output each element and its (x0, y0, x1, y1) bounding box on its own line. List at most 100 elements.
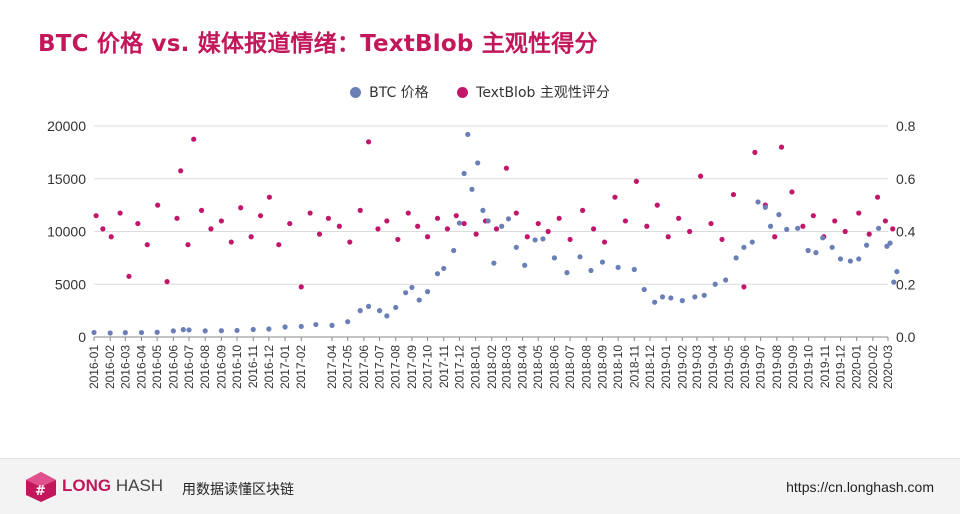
x-tick-label: 2020-02 (866, 345, 880, 389)
textblob-point (697, 173, 704, 179)
btc-price-point (615, 264, 621, 270)
textblob-point (144, 242, 150, 248)
textblob-point (108, 234, 114, 240)
textblob-point (874, 194, 881, 200)
btc-price-point (733, 255, 739, 261)
x-tick-label: 2017-05 (341, 345, 355, 389)
y-right-tick-label: 0.8 (896, 118, 916, 134)
textblob-point (580, 207, 586, 213)
btc-price-point (776, 212, 782, 218)
textblob-point (810, 213, 816, 219)
btc-price-point (485, 218, 491, 224)
x-tick-label: 2016-04 (135, 345, 149, 389)
btc-price-point (641, 286, 647, 293)
textblob-point (473, 231, 479, 237)
x-tick-label: 2016-03 (118, 345, 132, 389)
btc-price-point (365, 303, 372, 310)
textblob-point (772, 234, 778, 240)
textblob-point (126, 273, 132, 279)
textblob-point (135, 220, 141, 227)
x-tick-label: 2018-04 (516, 345, 530, 389)
btc-price-point (805, 247, 811, 254)
textblob-point (832, 218, 838, 224)
btc-price-point (499, 223, 505, 229)
btc-price-point (891, 279, 897, 285)
btc-price-point (551, 255, 558, 261)
btc-price-point (894, 268, 900, 275)
textblob-point (155, 202, 161, 208)
textblob-point (503, 165, 509, 171)
btc-price-point (122, 330, 128, 336)
btc-price-point (692, 294, 698, 300)
btc-price-point (456, 220, 463, 226)
btc-price-point (755, 199, 761, 205)
y-left-tick-label: 15000 (47, 171, 86, 187)
x-tick-label: 2018-01 (469, 345, 483, 389)
textblob-point (556, 215, 562, 221)
textblob-point (93, 213, 99, 219)
btc-price-point (403, 290, 409, 296)
btc-price-point (186, 327, 192, 333)
btc-price-point (298, 323, 304, 330)
x-tick-label: 2018-09 (595, 345, 609, 389)
btc-price-point (876, 225, 882, 231)
x-tick-label: 2016-07 (182, 345, 196, 389)
x-tick-label: 2019-04 (706, 345, 720, 389)
textblob-point (164, 279, 170, 285)
btc-price-point (409, 284, 415, 291)
btc-price-point (513, 244, 519, 250)
x-tick-label: 2016-05 (150, 345, 164, 389)
textblob-point (601, 239, 608, 245)
textblob-point (307, 210, 313, 216)
textblob-point (444, 226, 451, 232)
x-tick-label: 2017-10 (421, 345, 435, 389)
x-tick-label: 2020-01 (850, 345, 864, 389)
y-left-tick-label: 0 (78, 329, 86, 345)
btc-price-point (461, 170, 467, 177)
x-tick-label: 2018-10 (611, 345, 625, 389)
btc-price-point (847, 258, 854, 264)
textblob-point (287, 220, 293, 227)
x-tick-label: 2019-02 (675, 345, 689, 389)
legend-marker-textblob (457, 86, 469, 98)
btc-price-point (480, 207, 486, 213)
y-left-tick-label: 5000 (55, 276, 86, 292)
textblob-point (365, 139, 372, 145)
textblob-point (535, 220, 541, 227)
btc-price-point (424, 289, 431, 295)
btc-price-point (712, 281, 718, 287)
brand-bold: LONG (62, 476, 112, 495)
textblob-point (434, 215, 441, 221)
textblob-point (266, 194, 273, 200)
btc-price-point (522, 262, 528, 268)
y-right-tick-label: 0.6 (896, 171, 916, 187)
btc-price-point (393, 304, 399, 311)
textblob-point (276, 242, 282, 248)
y-right-tick-label: 0.4 (896, 224, 916, 240)
textblob-point (178, 168, 184, 174)
website-link[interactable]: https://cn.longhash.com (786, 479, 934, 495)
x-tick-label: 2019-10 (802, 345, 816, 389)
x-tick-label: 2019-06 (738, 345, 752, 389)
textblob-point (633, 178, 639, 184)
btc-price-point (599, 259, 606, 265)
x-tick-label: 2019-08 (770, 345, 784, 389)
btc-price-point (856, 256, 862, 262)
btc-price-point (218, 328, 224, 334)
btc-price-point (668, 295, 674, 301)
btc-price-point (376, 308, 383, 314)
textblob-point (842, 228, 848, 235)
btc-price-point (767, 223, 774, 229)
textblob-point (191, 136, 197, 142)
x-tick-label: 2017-06 (357, 345, 371, 389)
legend-label-textblob: TextBlob 主观性评分 (476, 85, 610, 101)
textblob-point (357, 207, 363, 213)
btc-price-point (564, 270, 570, 276)
btc-price-point (441, 265, 447, 272)
textblob-point (185, 242, 191, 248)
textblob-point (453, 213, 459, 219)
textblob-point (395, 236, 401, 243)
x-tick-label: 2019-11 (818, 345, 832, 388)
btc-price-point (505, 216, 512, 222)
textblob-point (654, 202, 660, 208)
